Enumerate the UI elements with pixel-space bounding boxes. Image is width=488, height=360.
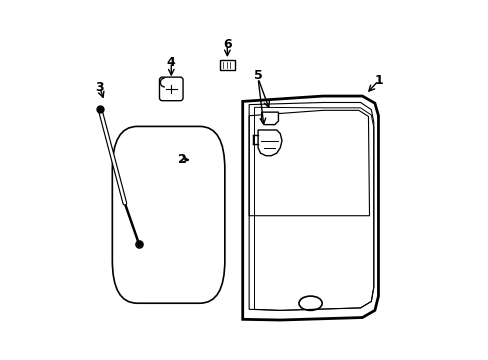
Text: 3: 3: [95, 81, 104, 94]
Text: 6: 6: [223, 39, 231, 51]
PathPatch shape: [261, 112, 278, 125]
FancyBboxPatch shape: [220, 60, 234, 70]
Text: 4: 4: [166, 55, 175, 69]
Text: 2: 2: [177, 153, 186, 166]
Text: 1: 1: [373, 74, 382, 87]
Text: 5: 5: [253, 69, 262, 82]
PathPatch shape: [258, 130, 282, 156]
